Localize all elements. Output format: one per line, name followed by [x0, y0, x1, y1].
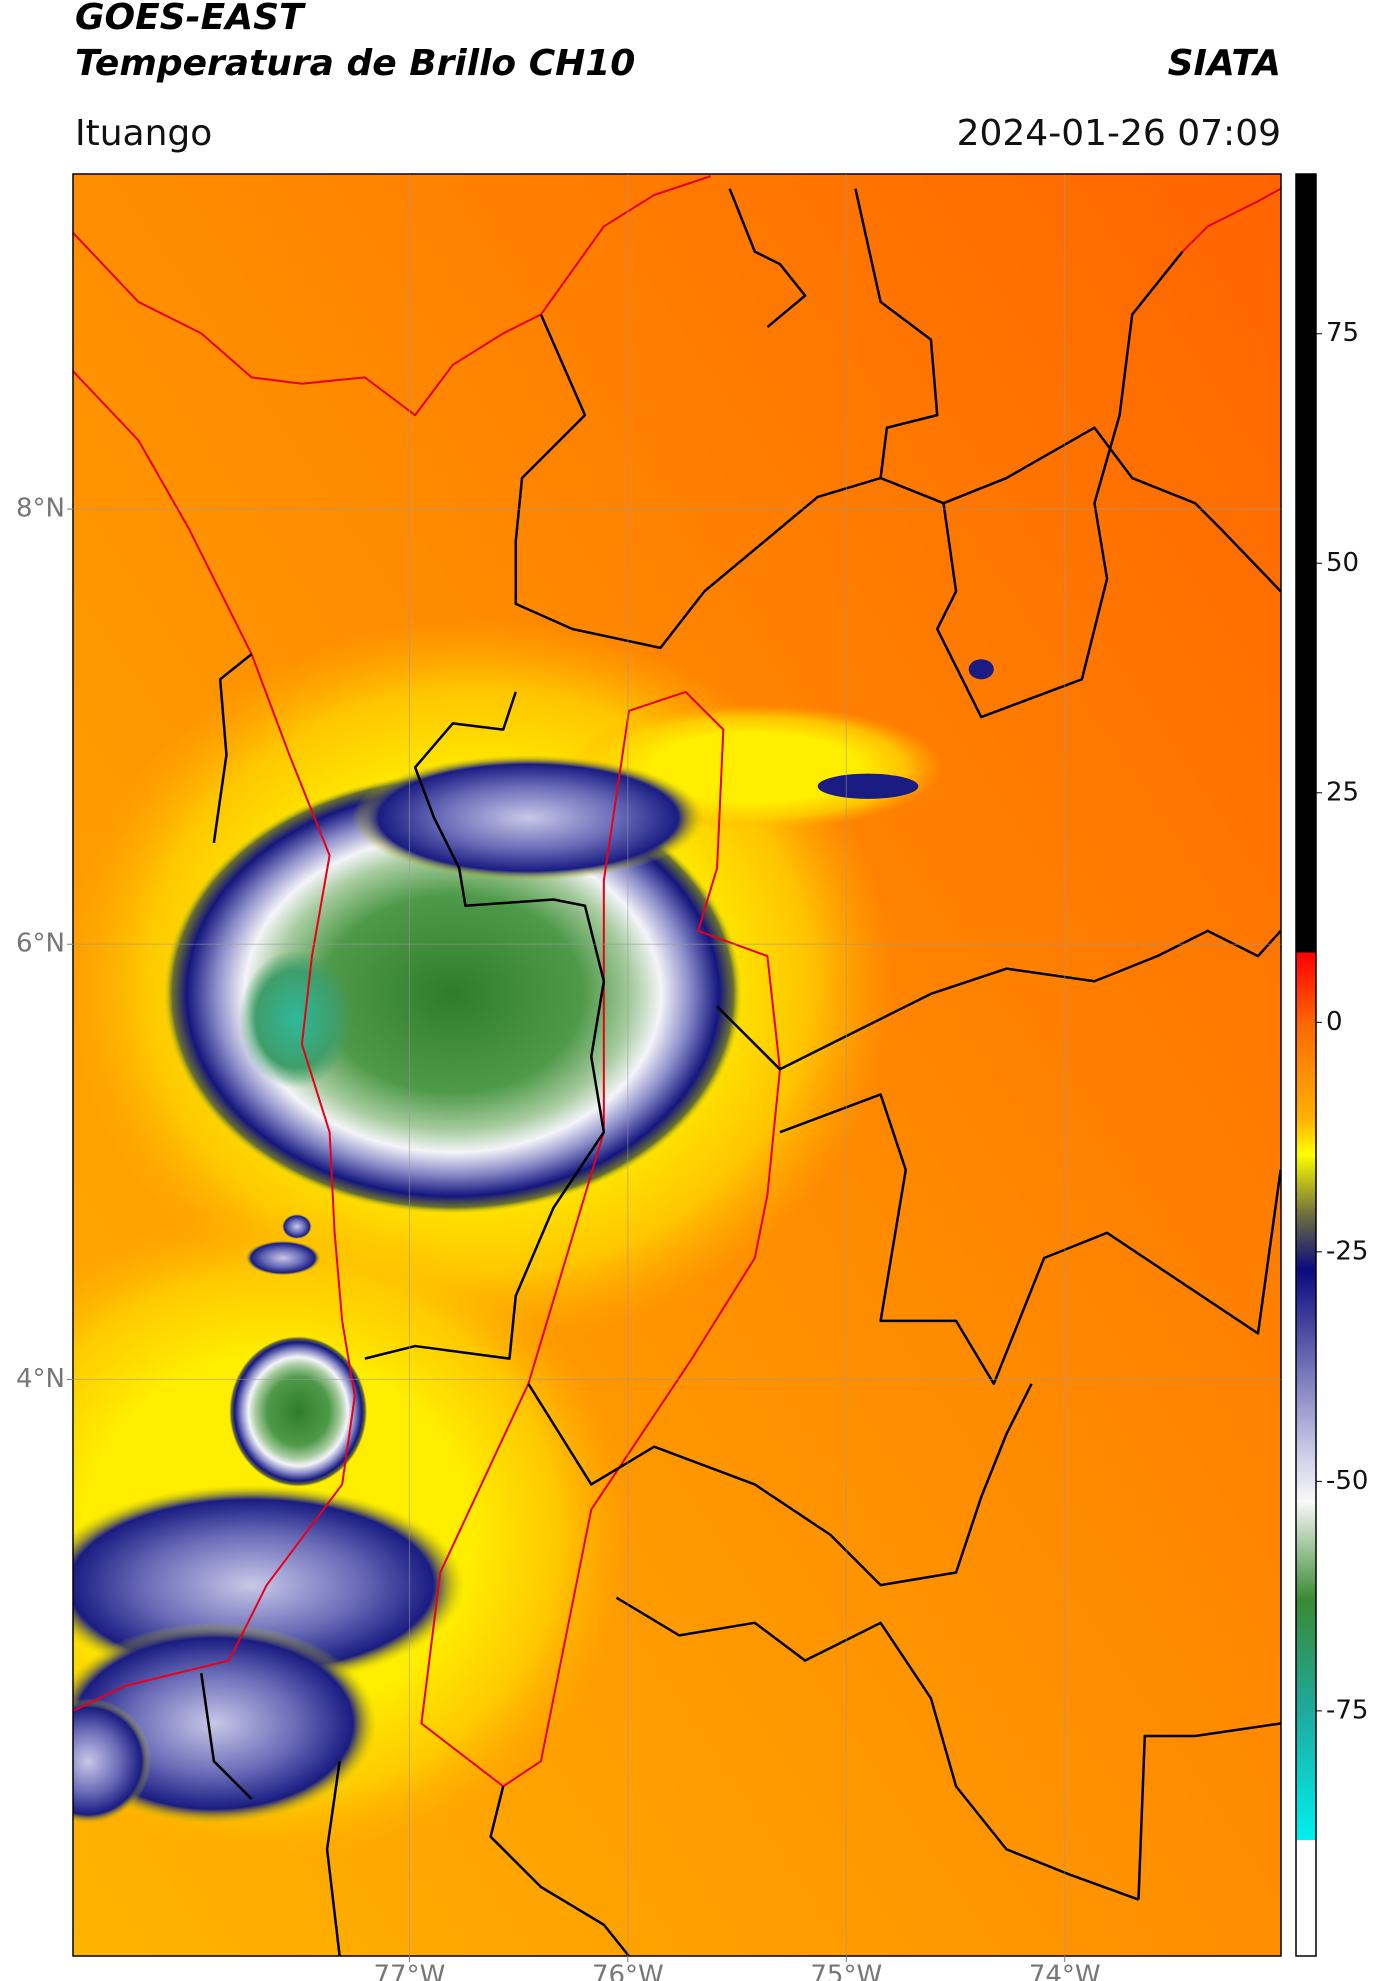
x-tick-label: 76°W — [592, 1961, 664, 1981]
source: SIATA — [1168, 43, 1281, 84]
colorbar-label: -50 — [1326, 1466, 1368, 1496]
y-tick-label: 6°N — [16, 929, 65, 959]
x-tick-label: 75°W — [810, 1961, 882, 1981]
colorbar-label: 75 — [1326, 318, 1359, 348]
colorbar — [1295, 173, 1317, 1957]
y-tick-label: 8°N — [16, 494, 65, 524]
clouds — [73, 616, 994, 1862]
timestamp: 2024-01-26 07:09 — [957, 113, 1281, 154]
y-tick-label: 4°N — [16, 1364, 65, 1394]
colorbar-label: -25 — [1326, 1236, 1368, 1266]
colorbar-label: 0 — [1326, 1007, 1343, 1037]
map-image — [73, 174, 1281, 1956]
location: Ituango — [75, 113, 212, 154]
x-tick-label: 74°W — [1029, 1961, 1101, 1981]
colorbar-label: 50 — [1326, 548, 1359, 578]
axes: 77°W 76°W 75°W 74°W 8°N 6°N 4°N 75 50 25 0 -25 -50 -7… — [16, 174, 1368, 1981]
colorbar-label: 25 — [1326, 777, 1359, 807]
title: GOES-EAST — [75, 0, 306, 38]
colorbar-label: -75 — [1326, 1695, 1368, 1725]
x-tick-label: 77°W — [374, 1961, 446, 1981]
subtitle: Temperatura de Brillo CH10 — [75, 43, 635, 84]
map-frame — [72, 173, 1282, 1957]
